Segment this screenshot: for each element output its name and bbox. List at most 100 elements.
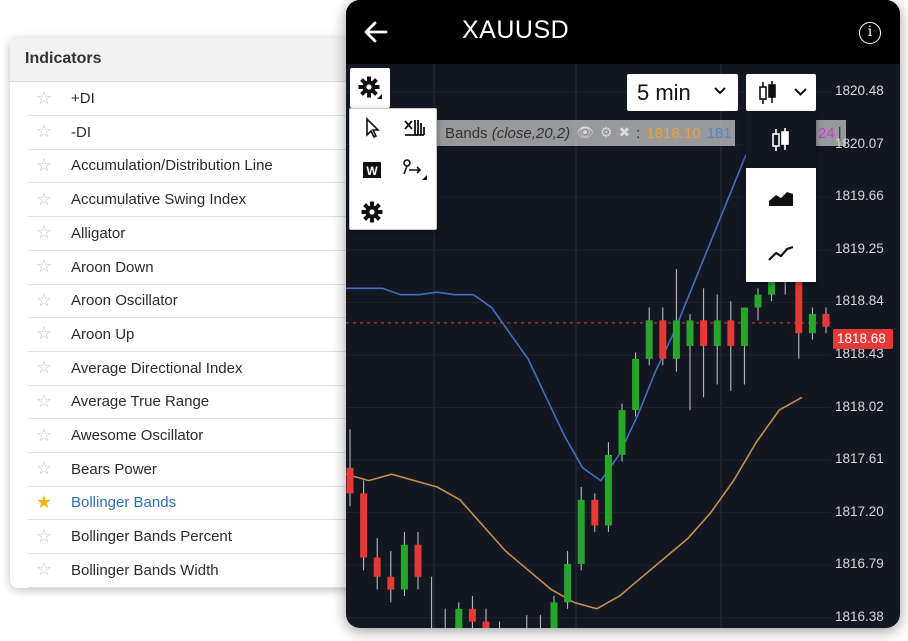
area-chart-icon	[769, 192, 793, 206]
indicator-item[interactable]: ☆ Bears Power	[28, 453, 365, 487]
indicator-item[interactable]: ☆ Bollinger Bands Percent	[28, 520, 365, 555]
price-tick-label: 1816.79	[835, 556, 884, 572]
candle-body	[713, 320, 721, 346]
star-outline-icon[interactable]: ☆	[35, 323, 53, 345]
indicator-item[interactable]: ★ Bollinger Bands	[28, 486, 365, 521]
chevron-down-icon	[714, 87, 726, 95]
star-outline-icon[interactable]: ☆	[35, 357, 53, 379]
svg-text:W: W	[366, 164, 378, 178]
indicator-item[interactable]: ☆ -DI	[28, 116, 365, 150]
indicator-item[interactable]: ☆ Aroon Oscillator	[28, 284, 365, 319]
indicator-label: +DI	[71, 90, 95, 107]
indicator-label: Accumulation/Distribution Line	[71, 157, 273, 175]
star-outline-icon[interactable]: ☆	[35, 222, 53, 244]
price-tick-label: 1817.61	[835, 451, 884, 467]
price-tick-label: 1816.38	[835, 608, 884, 624]
measure-tool[interactable]	[394, 151, 434, 189]
candle-body	[577, 499, 585, 564]
candlestick-icon	[772, 128, 789, 151]
bollinger-bands-label: Bands (close,20,2) 👁 ⚙ ✖ : 1818.10 181	[435, 120, 735, 146]
indicator-item[interactable]: ☆ Average Directional Index	[28, 352, 365, 386]
star-outline-icon[interactable]: ☆	[35, 424, 53, 446]
indicator-item[interactable]: ☆ Aroon Down	[28, 251, 365, 285]
chart-type-option-candlestick[interactable]	[746, 112, 816, 168]
star-outline-icon[interactable]: ☆	[35, 256, 53, 277]
fibonacci-tool[interactable]	[394, 109, 434, 147]
timeframe-select[interactable]: 5 min	[627, 74, 738, 111]
candle-body	[808, 313, 816, 334]
indicator-name: Bands	[445, 124, 488, 142]
indicator-item[interactable]: ☆ Accumulation/Distribution Line	[28, 149, 365, 184]
indicator-item[interactable]: ☆ Alligator	[28, 217, 365, 251]
star-filled-icon[interactable]: ★	[35, 491, 53, 513]
price-tick-label: 1820.07	[835, 135, 884, 151]
candle-body	[550, 602, 558, 628]
candle-body	[645, 320, 653, 359]
drawing-tools-button[interactable]	[350, 68, 390, 108]
price-tick-label: 1820.48	[835, 83, 884, 99]
bollinger-bands-label-tail: 24 |	[816, 120, 846, 146]
indicator-item[interactable]: ☆ Accumulative Swing Index	[28, 183, 365, 218]
lower-band-line	[346, 396, 803, 610]
upper-band-value: 1818.10	[646, 124, 701, 142]
wave-tool[interactable]: W	[352, 151, 392, 189]
candle-body	[482, 621, 490, 628]
visibility-eye-icon[interactable]: 👁	[576, 125, 594, 141]
indicator-item[interactable]: ☆ Average True Range	[28, 385, 365, 420]
indicator-separator: |	[837, 124, 842, 142]
indicator-label: -DI	[71, 123, 91, 141]
chart-type-select[interactable]	[746, 74, 816, 111]
indicator-label: Bollinger Bands Width	[71, 561, 219, 579]
top-bar: XAUUSD i	[346, 0, 900, 64]
chart-type-option-area[interactable]	[746, 169, 816, 225]
middle-band-value: 181	[706, 124, 732, 142]
cursor-arrow-icon	[366, 117, 380, 139]
candle-body	[740, 307, 748, 346]
indicator-label: Bollinger Bands Percent	[71, 528, 232, 546]
back-arrow-icon[interactable]	[362, 14, 392, 50]
price-tick-label: 1817.20	[835, 503, 884, 519]
indicator-item[interactable]: ☆ Aroon Up	[28, 318, 365, 352]
candle-body	[700, 320, 708, 346]
star-outline-icon[interactable]: ☆	[35, 87, 53, 109]
indicator-label: Aroon Up	[71, 325, 135, 343]
indicator-item[interactable]: ☆ +DI	[28, 82, 365, 116]
star-outline-icon[interactable]: ☆	[35, 458, 53, 480]
w-pattern-icon: W	[363, 162, 381, 178]
tool-settings[interactable]	[352, 193, 392, 231]
indicator-item[interactable]: ☆ Awesome Oscillator	[28, 419, 365, 453]
indicator-params: (close,20,2)	[491, 124, 571, 142]
star-outline-icon[interactable]: ☆	[35, 121, 53, 143]
candle-body	[414, 544, 422, 577]
indicator-item[interactable]: ☆ Bollinger Bands Width	[28, 554, 365, 588]
price-tick-label: 1818.43	[835, 345, 884, 361]
candle-body	[468, 608, 476, 622]
symbol-title: XAUUSD	[462, 16, 570, 44]
indicator-label: Bollinger Bands	[71, 494, 177, 512]
candle-body	[795, 281, 803, 334]
measure-path-icon	[403, 159, 427, 180]
indicator-label: Awesome Oscillator	[71, 427, 204, 444]
info-icon[interactable]: i	[859, 22, 881, 44]
candle-body	[822, 313, 830, 327]
chart-type-menu	[746, 112, 816, 282]
candle-body	[686, 320, 694, 346]
gear-icon	[358, 76, 382, 99]
price-tick-label: 1818.02	[835, 398, 884, 414]
star-outline-icon[interactable]: ☆	[35, 188, 53, 210]
chart-type-option-line[interactable]	[746, 225, 816, 281]
candle-body	[455, 608, 463, 628]
cursor-tool[interactable]	[352, 109, 392, 147]
price-tick-label: 1818.84	[835, 293, 884, 309]
star-outline-icon[interactable]: ☆	[35, 390, 53, 412]
star-outline-icon[interactable]: ☆	[35, 289, 53, 311]
candle-body	[360, 493, 368, 558]
drawing-toolbox: W	[349, 108, 437, 230]
star-outline-icon[interactable]: ☆	[35, 154, 53, 176]
star-outline-icon[interactable]: ☆	[35, 559, 53, 581]
remove-indicator-icon[interactable]: ✖	[618, 125, 631, 141]
star-outline-icon[interactable]: ☆	[35, 525, 53, 547]
indicator-label: Average True Range	[71, 393, 210, 411]
indicator-label: Bears Power	[71, 460, 157, 478]
indicator-settings-icon[interactable]: ⚙	[599, 125, 613, 141]
